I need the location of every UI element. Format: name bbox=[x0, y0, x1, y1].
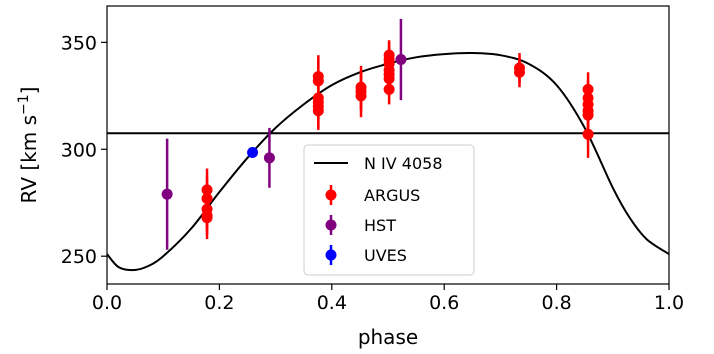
point-argus-13 bbox=[355, 90, 367, 102]
legend-marker-uves bbox=[325, 249, 337, 261]
axis-ticks: 0.0 0.2 0.4 0.6 0.8 1.0 250 300 350 bbox=[61, 32, 684, 314]
y-axis-label: RV [km s−1] bbox=[16, 87, 41, 204]
point-hst-1 bbox=[263, 152, 275, 164]
x-axis-label: phase bbox=[358, 325, 418, 349]
y-axis-label-unit-exponent: −1 bbox=[16, 94, 32, 115]
x-tick-label-3: 0.6 bbox=[429, 292, 459, 314]
legend-label-uves: UVES bbox=[364, 246, 407, 265]
point-hst-0 bbox=[161, 188, 173, 200]
legend-entry-hst: HST bbox=[325, 215, 396, 235]
legend-marker-hst bbox=[325, 219, 337, 231]
legend-entry-uves: UVES bbox=[325, 245, 407, 265]
x-tick-label-0: 0.0 bbox=[92, 292, 122, 314]
point-uves-0 bbox=[247, 146, 259, 158]
legend-label-hst: HST bbox=[364, 216, 396, 235]
legend-label-n-iv: N IV 4058 bbox=[364, 154, 443, 173]
y-axis-label-main: RV [km s bbox=[17, 115, 41, 204]
y-tick-label-1: 300 bbox=[61, 139, 97, 161]
legend-box bbox=[303, 144, 475, 276]
y-tick-label-2: 350 bbox=[61, 32, 97, 54]
x-tick-label-1: 0.2 bbox=[204, 292, 234, 314]
point-argus-28 bbox=[582, 128, 594, 140]
point-argus-22 bbox=[514, 66, 526, 78]
x-tick-label-4: 0.8 bbox=[541, 292, 571, 314]
y-axis-label-close: ] bbox=[17, 87, 41, 95]
data-marks bbox=[161, 18, 594, 250]
point-argus-20 bbox=[383, 83, 395, 95]
legend: N IV 4058 ARGUS HST UVES bbox=[303, 144, 475, 276]
legend-marker-argus bbox=[325, 189, 337, 201]
x-tick-label-2: 0.4 bbox=[317, 292, 347, 314]
point-hst-2 bbox=[395, 53, 407, 65]
plot-frame bbox=[106, 5, 670, 285]
point-argus-10 bbox=[312, 105, 324, 117]
legend-label-argus: ARGUS bbox=[364, 186, 420, 205]
point-argus-4 bbox=[201, 212, 213, 224]
x-tick-label-5: 1.0 bbox=[654, 292, 684, 314]
y-tick-label-0: 250 bbox=[61, 246, 97, 268]
legend-entry-argus: ARGUS bbox=[325, 185, 420, 205]
